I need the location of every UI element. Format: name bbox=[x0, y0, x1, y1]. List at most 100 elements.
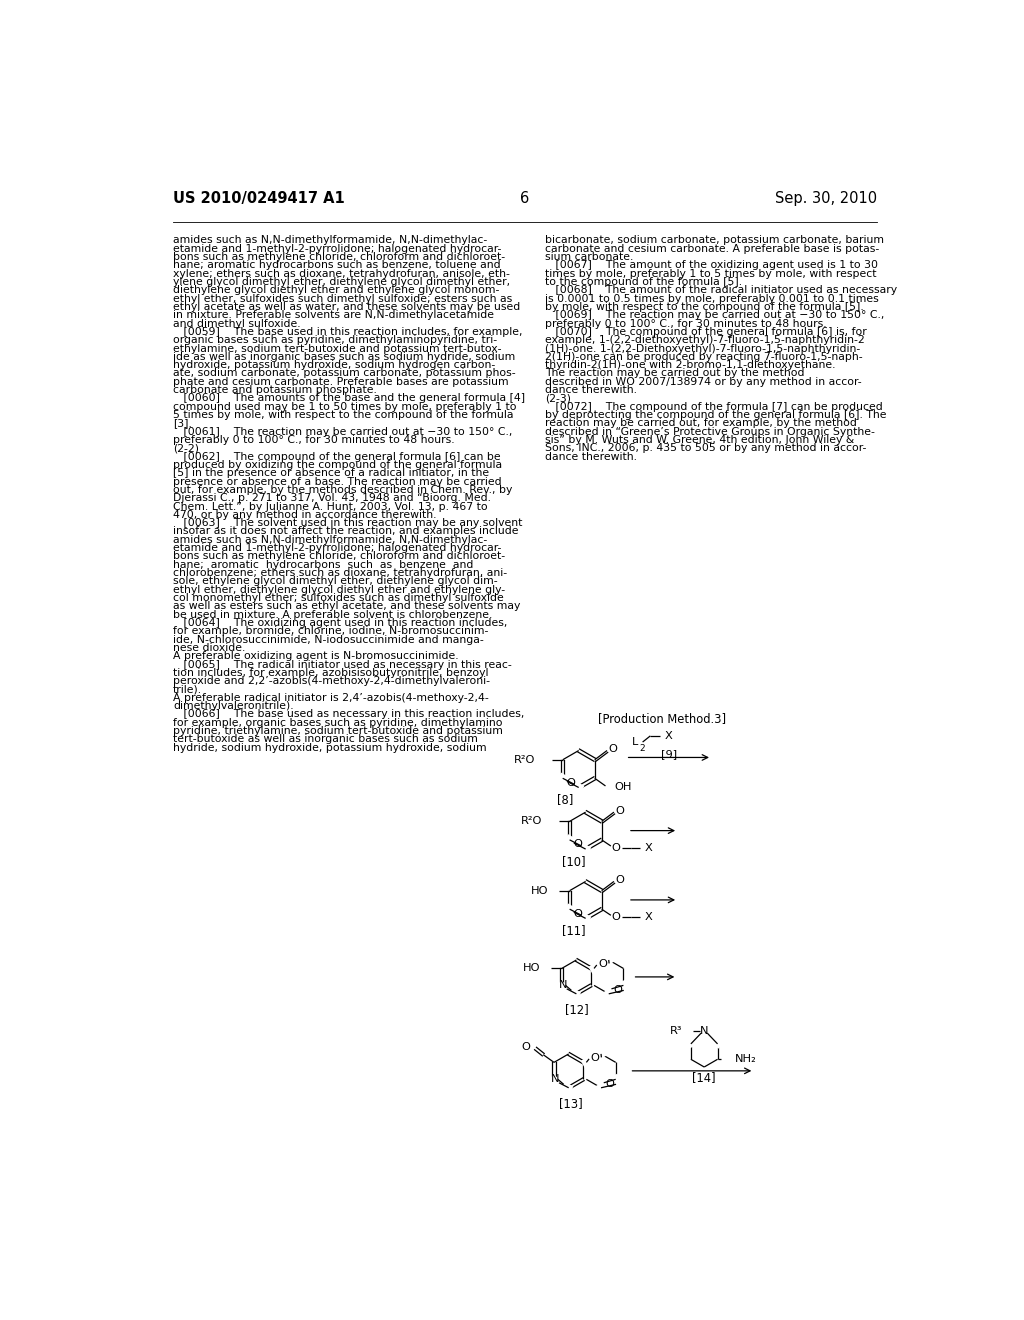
Text: O: O bbox=[598, 960, 607, 969]
Text: O: O bbox=[605, 1078, 614, 1089]
Text: 2: 2 bbox=[640, 744, 645, 754]
Text: compound used may be 1 to 50 times by mole, preferably 1 to: compound used may be 1 to 50 times by mo… bbox=[173, 401, 516, 412]
Text: for example, organic bases such as pyridine, dimethylamino: for example, organic bases such as pyrid… bbox=[173, 718, 503, 727]
Text: to the compound of the formula [5].: to the compound of the formula [5]. bbox=[545, 277, 742, 286]
Text: O: O bbox=[573, 908, 582, 919]
Text: described in WO 2007/138974 or by any method in accor-: described in WO 2007/138974 or by any me… bbox=[545, 376, 861, 387]
Text: 2(1H)-one can be produced by reacting 7-fluoro-1,5-naph-: 2(1H)-one can be produced by reacting 7-… bbox=[545, 352, 862, 362]
Text: N: N bbox=[700, 1026, 709, 1036]
Text: [9]: [9] bbox=[662, 750, 678, 759]
Text: amides such as N,N-dimethylformamide, N,N-dimethylac-: amides such as N,N-dimethylformamide, N,… bbox=[173, 235, 487, 246]
Text: trile).: trile). bbox=[173, 685, 202, 694]
Text: O: O bbox=[521, 1041, 530, 1052]
Text: O: O bbox=[566, 777, 575, 788]
Text: insofar as it does not affect the reaction, and examples include: insofar as it does not affect the reacti… bbox=[173, 527, 518, 536]
Text: [0072]    The compound of the formula [7] can be produced: [0072] The compound of the formula [7] c… bbox=[545, 401, 883, 412]
Text: O: O bbox=[573, 840, 582, 850]
Text: dance therewith.: dance therewith. bbox=[545, 451, 637, 462]
Text: [0064]    The oxidizing agent used in this reaction includes,: [0064] The oxidizing agent used in this … bbox=[173, 618, 507, 628]
Text: O: O bbox=[613, 985, 622, 994]
Text: A preferable radical initiator is 2,4’-azobis(4-methoxy-2,4-: A preferable radical initiator is 2,4’-a… bbox=[173, 693, 488, 702]
Text: (2-2): (2-2) bbox=[173, 444, 199, 453]
Text: col monomethyl ether; sulfoxides such as dimethyl sulfoxide: col monomethyl ether; sulfoxides such as… bbox=[173, 593, 504, 603]
Text: is 0.0001 to 0.5 times by mole, preferably 0.001 to 0.1 times: is 0.0001 to 0.5 times by mole, preferab… bbox=[545, 293, 879, 304]
Text: amides such as N,N-dimethylformamide, N,N-dimethylac-: amides such as N,N-dimethylformamide, N,… bbox=[173, 535, 487, 545]
Text: [13]: [13] bbox=[559, 1097, 583, 1110]
Text: hydroxide, potassium hydroxide, sodium hydrogen carbon-: hydroxide, potassium hydroxide, sodium h… bbox=[173, 360, 496, 370]
Text: produced by oxidizing the compound of the general formula: produced by oxidizing the compound of th… bbox=[173, 459, 502, 470]
Text: tion includes, for example, azobisisobutyronitrile, benzoyl: tion includes, for example, azobisisobut… bbox=[173, 668, 488, 678]
Text: [12]: [12] bbox=[565, 1003, 589, 1016]
Text: [3].: [3]. bbox=[173, 418, 191, 429]
Text: 6: 6 bbox=[520, 191, 529, 206]
Text: Djerassi C., p. 271 to 317, Vol. 43, 1948 and “Bioorg. Med.: Djerassi C., p. 271 to 317, Vol. 43, 194… bbox=[173, 494, 490, 503]
Text: US 2010/0249417 A1: US 2010/0249417 A1 bbox=[173, 191, 345, 206]
Text: (1H)-one. 1-(2,2-Diethoxyethyl)-7-fluoro-1,5-naphthyridin-: (1H)-one. 1-(2,2-Diethoxyethyl)-7-fluoro… bbox=[545, 343, 860, 354]
Text: ethyl acetate as well as water, and these solvents may be used: ethyl acetate as well as water, and thes… bbox=[173, 302, 520, 312]
Text: O: O bbox=[611, 912, 621, 921]
Text: [0070]    The compound of the general formula [6] is, for: [0070] The compound of the general formu… bbox=[545, 327, 866, 337]
Text: dimethylvaleronitrile).: dimethylvaleronitrile). bbox=[173, 701, 294, 711]
Text: preferably 0 to 100° C., for 30 minutes to 48 hours.: preferably 0 to 100° C., for 30 minutes … bbox=[545, 318, 826, 329]
Text: phate and cesium carbonate. Preferable bases are potassium: phate and cesium carbonate. Preferable b… bbox=[173, 376, 509, 387]
Text: bons such as methylene chloride, chloroform and dichloroet-: bons such as methylene chloride, chlorof… bbox=[173, 552, 505, 561]
Text: [0065]    The radical initiator used as necessary in this reac-: [0065] The radical initiator used as nec… bbox=[173, 660, 512, 669]
Text: [Production Method.3]: [Production Method.3] bbox=[598, 713, 726, 726]
Text: thyridin-2(1H)-one with 2-bromo-1,1-diethoxyethane.: thyridin-2(1H)-one with 2-bromo-1,1-diet… bbox=[545, 360, 836, 370]
Text: dance therewith.: dance therewith. bbox=[545, 385, 637, 395]
Text: [0069]    The reaction may be carried out at −30 to 150° C.,: [0069] The reaction may be carried out a… bbox=[545, 310, 884, 321]
Text: hane;  aromatic  hydrocarbons  such  as  benzene  and: hane; aromatic hydrocarbons such as benz… bbox=[173, 560, 473, 570]
Text: [0063]    The solvent used in this reaction may be any solvent: [0063] The solvent used in this reaction… bbox=[173, 519, 522, 528]
Text: sis” by M. Wuts and W. Greene, 4th edition, John Wiley &: sis” by M. Wuts and W. Greene, 4th editi… bbox=[545, 436, 854, 445]
Text: peroxide and 2,2’-azobis(4-methoxy-2,4-dimethylvaleroni-: peroxide and 2,2’-azobis(4-methoxy-2,4-d… bbox=[173, 676, 489, 686]
Text: N: N bbox=[551, 1074, 560, 1084]
Text: R³: R³ bbox=[670, 1026, 683, 1036]
Text: diethylene glycol diethyl ether and ethylene glycol monom-: diethylene glycol diethyl ether and ethy… bbox=[173, 285, 500, 296]
Text: [0067]    The amount of the oxidizing agent used is 1 to 30: [0067] The amount of the oxidizing agent… bbox=[545, 260, 878, 271]
Text: ethyl ether, diethylene glycol diethyl ether and ethylene gly-: ethyl ether, diethylene glycol diethyl e… bbox=[173, 585, 505, 595]
Text: ylene glycol dimethyl ether, diethylene glycol dimethyl ether,: ylene glycol dimethyl ether, diethylene … bbox=[173, 277, 510, 286]
Text: out, for example, by the methods described in Chem. Rev., by: out, for example, by the methods describ… bbox=[173, 484, 512, 495]
Text: ethyl ether, sulfoxides such dimethyl sulfoxide; esters such as: ethyl ether, sulfoxides such dimethyl su… bbox=[173, 293, 512, 304]
Text: R²O: R²O bbox=[514, 755, 535, 764]
Text: as well as esters such as ethyl acetate, and these solvents may: as well as esters such as ethyl acetate,… bbox=[173, 602, 520, 611]
Text: reaction may be carried out, for example, by the method: reaction may be carried out, for example… bbox=[545, 418, 857, 429]
Text: [14]: [14] bbox=[692, 1072, 716, 1084]
Text: 5 times by mole, with respect to the compound of the formula: 5 times by mole, with respect to the com… bbox=[173, 411, 513, 420]
Text: and dimethyl sulfoxide.: and dimethyl sulfoxide. bbox=[173, 318, 300, 329]
Text: example, 1-(2,2-diethoxyethyl)-7-fluoro-1,5-naphthyridin-2: example, 1-(2,2-diethoxyethyl)-7-fluoro-… bbox=[545, 335, 864, 346]
Text: NH₂: NH₂ bbox=[735, 1055, 757, 1064]
Text: presence or absence of a base. The reaction may be carried: presence or absence of a base. The react… bbox=[173, 477, 502, 487]
Text: chlorobenzene; ethers such as dioxane, tetrahydrofuran, ani-: chlorobenzene; ethers such as dioxane, t… bbox=[173, 568, 507, 578]
Text: tert-butoxide as well as inorganic bases such as sodium: tert-butoxide as well as inorganic bases… bbox=[173, 734, 478, 744]
Text: OH: OH bbox=[614, 783, 632, 792]
Text: ide as well as inorganic bases such as sodium hydride, sodium: ide as well as inorganic bases such as s… bbox=[173, 352, 515, 362]
Text: [10]: [10] bbox=[562, 855, 586, 869]
Text: sole, ethylene glycol dimethyl ether, diethylene glycol dim-: sole, ethylene glycol dimethyl ether, di… bbox=[173, 577, 498, 586]
Text: Sons, INC., 2006, p. 435 to 505 or by any method in accor-: Sons, INC., 2006, p. 435 to 505 or by an… bbox=[545, 444, 866, 453]
Text: O: O bbox=[608, 744, 616, 754]
Text: X: X bbox=[665, 731, 672, 741]
Text: X: X bbox=[645, 912, 652, 921]
Text: by mole, with respect to the compound of the formula [5].: by mole, with respect to the compound of… bbox=[545, 302, 863, 312]
Text: nese dioxide.: nese dioxide. bbox=[173, 643, 246, 653]
Text: [5] in the presence or absence of a radical initiator, in the: [5] in the presence or absence of a radi… bbox=[173, 469, 489, 478]
Text: [0062]    The compound of the general formula [6] can be: [0062] The compound of the general formu… bbox=[173, 451, 501, 462]
Text: [0060]    The amounts of the base and the general formula [4]: [0060] The amounts of the base and the g… bbox=[173, 393, 525, 404]
Text: pyridine, triethylamine, sodium tert-butoxide and potassium: pyridine, triethylamine, sodium tert-but… bbox=[173, 726, 503, 737]
Text: organic bases such as pyridine, dimethylaminopyridine, tri-: organic bases such as pyridine, dimethyl… bbox=[173, 335, 497, 346]
Text: described in “Greene’s Protective Groups in Organic Synthe-: described in “Greene’s Protective Groups… bbox=[545, 426, 874, 437]
Text: A preferable oxidizing agent is N-bromosuccinimide.: A preferable oxidizing agent is N-bromos… bbox=[173, 651, 459, 661]
Text: ide, N-chlorosuccinimide, N-iodosuccinimide and manga-: ide, N-chlorosuccinimide, N-iodosuccinim… bbox=[173, 635, 483, 644]
Text: sium carbonate.: sium carbonate. bbox=[545, 252, 633, 263]
Text: in mixture. Preferable solvents are N,N-dimethylacetamide: in mixture. Preferable solvents are N,N-… bbox=[173, 310, 494, 321]
Text: etamide and 1-methyl-2-pyrrolidone; halogenated hydrocar-: etamide and 1-methyl-2-pyrrolidone; halo… bbox=[173, 244, 502, 253]
Text: hane; aromatic hydrocarbons such as benzene, toluene and: hane; aromatic hydrocarbons such as benz… bbox=[173, 260, 501, 271]
Text: ethylamine, sodium tert-butoxide and potassium tert-butox-: ethylamine, sodium tert-butoxide and pot… bbox=[173, 343, 502, 354]
Text: [0066]    The base used as necessary in this reaction includes,: [0066] The base used as necessary in thi… bbox=[173, 709, 524, 719]
Text: bicarbonate, sodium carbonate, potassium carbonate, barium: bicarbonate, sodium carbonate, potassium… bbox=[545, 235, 884, 246]
Text: L: L bbox=[632, 737, 638, 747]
Text: times by mole, preferably 1 to 5 times by mole, with respect: times by mole, preferably 1 to 5 times b… bbox=[545, 269, 877, 279]
Text: be used in mixture. A preferable solvent is chlorobenzene.: be used in mixture. A preferable solvent… bbox=[173, 610, 493, 619]
Text: [8]: [8] bbox=[557, 793, 573, 807]
